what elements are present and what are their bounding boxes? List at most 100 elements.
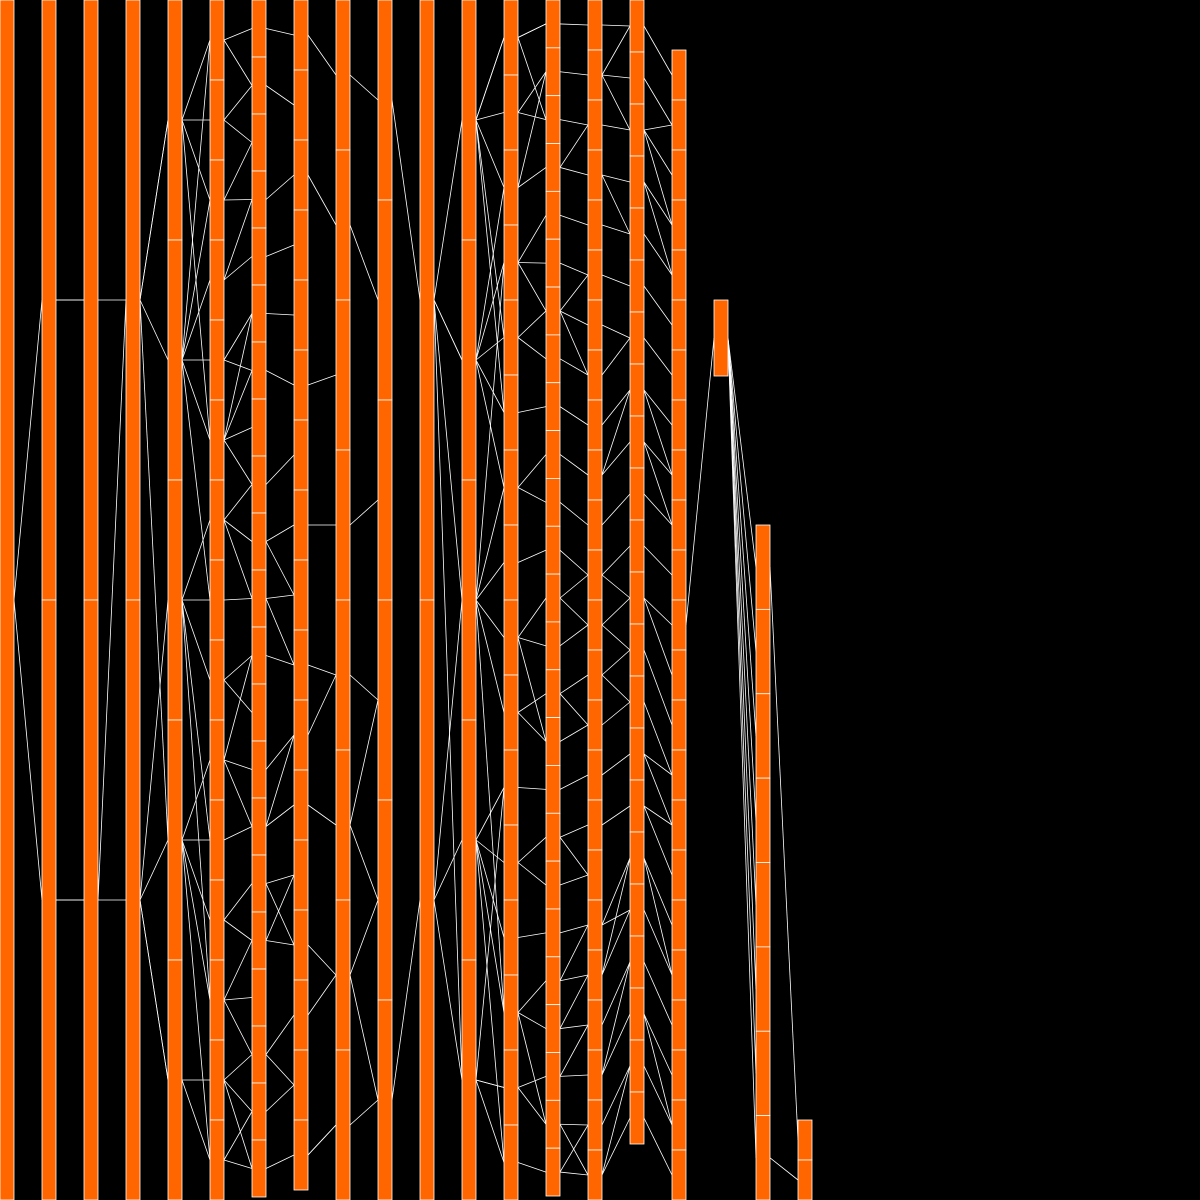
graph-node: [587, 649, 603, 701]
graph-node: [671, 49, 687, 101]
graph-node: [251, 170, 267, 229]
graph-node: [545, 0, 561, 49]
graph-edge: [601, 961, 631, 1076]
graph-edge: [559, 310, 589, 326]
graph-edge: [181, 39, 211, 121]
graph-edge: [13, 599, 43, 901]
graph-edge: [559, 674, 589, 695]
graph-node: [587, 749, 603, 801]
graph-edge: [601, 441, 631, 476]
graph-edge: [181, 839, 211, 1001]
graph-node: [503, 524, 519, 601]
graph-edge: [559, 774, 589, 790]
graph-node: [671, 849, 687, 901]
graph-node: [629, 831, 645, 885]
graph-node: [293, 559, 309, 631]
graph-edge: [601, 24, 631, 27]
graph-edge: [727, 337, 757, 1158]
graph-edge: [223, 759, 253, 770]
graph-edge: [517, 1087, 547, 1125]
graph-edge: [265, 804, 295, 827]
graph-edge: [559, 1024, 589, 1029]
graph-edge: [643, 753, 673, 776]
graph-node: [587, 0, 603, 51]
graph-edge: [349, 824, 379, 901]
graph-node: [293, 769, 309, 841]
graph-node: [587, 549, 603, 601]
graph-edge: [223, 370, 253, 441]
graph-edge: [223, 199, 253, 281]
graph-edge: [643, 129, 673, 176]
graph-node: [545, 1052, 561, 1101]
graph-node: [293, 839, 309, 911]
graph-edge: [643, 649, 673, 726]
graph-edge: [265, 524, 295, 542]
graph-edge: [265, 1154, 295, 1169]
graph-node: [503, 149, 519, 226]
graph-node: [251, 797, 267, 856]
graph-edge: [265, 874, 295, 941]
graph-node: [755, 1030, 771, 1117]
graph-edge: [517, 1076, 547, 1088]
graph-node: [671, 949, 687, 1001]
graph-node: [587, 899, 603, 951]
graph-edge: [97, 299, 127, 901]
graph-edge: [559, 358, 589, 376]
graph-node: [629, 519, 645, 573]
graph-edge: [181, 119, 211, 441]
graph-edge: [223, 679, 253, 713]
graph-node: [545, 190, 561, 240]
graph-edge: [139, 839, 169, 901]
graph-node: [587, 249, 603, 301]
graph-node: [83, 0, 99, 601]
edges-layer: [13, 23, 799, 1181]
graph-node: [545, 621, 561, 671]
graph-node: [503, 974, 519, 1051]
graph-node: [167, 959, 183, 1200]
graph-edge: [475, 839, 505, 863]
graph-edge: [727, 337, 757, 568]
graph-edge: [559, 693, 589, 726]
graph-edge: [601, 1065, 631, 1176]
graph-node: [251, 284, 267, 343]
graph-node: [503, 824, 519, 901]
graph-node: [209, 0, 225, 81]
graph-node: [377, 0, 393, 201]
graph-edge: [223, 1079, 253, 1112]
graph-node: [587, 199, 603, 251]
graph-edge: [643, 77, 673, 126]
graph-node: [587, 149, 603, 201]
graph-edge: [265, 883, 295, 946]
graph-node: [251, 1139, 267, 1198]
graph-edge: [349, 674, 379, 701]
graph-edge: [559, 310, 589, 376]
graph-edge: [685, 337, 715, 626]
graph-node: [209, 799, 225, 881]
graph-edge: [643, 1013, 673, 1126]
graph-edge: [433, 839, 463, 901]
graph-edge: [643, 857, 673, 926]
graph-edge: [559, 1124, 589, 1176]
graph-edge: [727, 337, 757, 652]
graph-edge: [475, 262, 505, 601]
graph-edge: [223, 655, 253, 761]
graph-node: [209, 559, 225, 641]
graph-node: [503, 899, 519, 976]
graph-edge: [433, 899, 463, 1081]
graph-node: [713, 299, 729, 377]
graph-node: [41, 0, 57, 601]
graph-edge: [307, 34, 337, 76]
graph-node: [671, 599, 687, 651]
graph-edge: [223, 1159, 253, 1169]
graph-edge: [601, 389, 631, 426]
graph-node: [251, 911, 267, 970]
graph-edge: [601, 493, 631, 526]
graph-node: [587, 599, 603, 651]
graph-edge: [727, 337, 757, 736]
graph-edge: [517, 932, 547, 938]
graph-node: [335, 299, 351, 451]
graph-edge: [265, 940, 295, 946]
graph-edge: [601, 1117, 631, 1176]
graph-edge: [601, 624, 631, 651]
graph-node: [251, 569, 267, 628]
